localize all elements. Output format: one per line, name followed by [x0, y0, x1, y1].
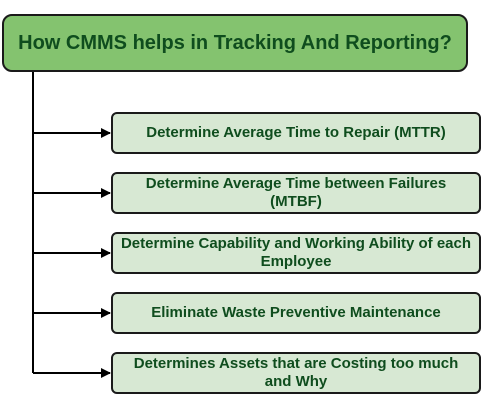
- item-box-costly-assets: Determines Assets that are Costing too m…: [111, 352, 481, 394]
- item-box-mttr: Determine Average Time to Repair (MTTR): [111, 112, 481, 154]
- item-label: Determine Average Time to Repair (MTTR): [146, 124, 446, 141]
- item-label: Determine Average Time between Failures …: [145, 175, 447, 210]
- item-label: Eliminate Waste Preventive Maintenance: [151, 304, 441, 321]
- title-box: How CMMS helps in Tracking And Reporting…: [2, 14, 468, 72]
- item-box-mtbf: Determine Average Time between Failures …: [111, 172, 481, 214]
- item-label: Determines Assets that are Costing too m…: [133, 355, 459, 390]
- item-box-employee-capability: Determine Capability and Working Ability…: [111, 232, 481, 274]
- diagram-title: How CMMS helps in Tracking And Reporting…: [18, 32, 452, 54]
- item-box-eliminate-waste: Eliminate Waste Preventive Maintenance: [111, 292, 481, 334]
- item-label: Determine Capability and Working Ability…: [120, 235, 472, 270]
